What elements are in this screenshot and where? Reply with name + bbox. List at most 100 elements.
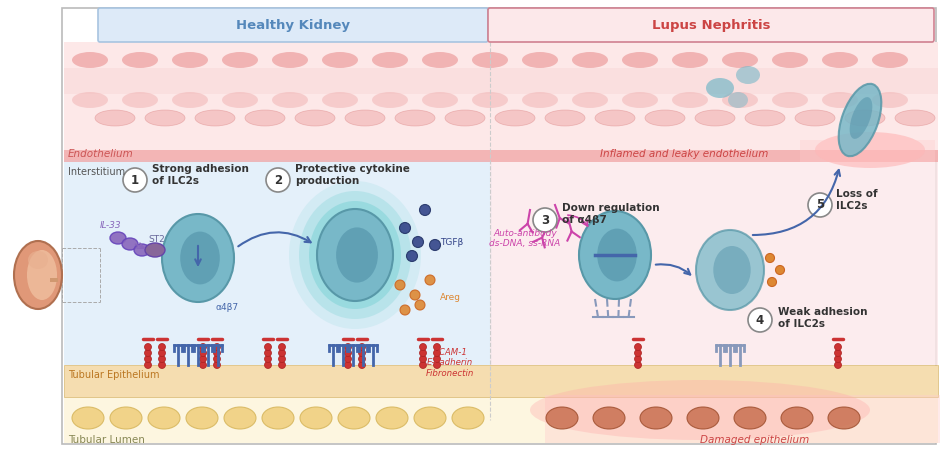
Text: Down regulation
of α4β7: Down regulation of α4β7 xyxy=(562,203,660,225)
FancyBboxPatch shape xyxy=(488,8,934,42)
Circle shape xyxy=(264,350,272,356)
Ellipse shape xyxy=(622,52,658,68)
Circle shape xyxy=(358,356,366,363)
Circle shape xyxy=(395,280,405,290)
Ellipse shape xyxy=(72,52,108,68)
Circle shape xyxy=(400,305,410,315)
Ellipse shape xyxy=(376,407,408,429)
Text: Damaged epithelium: Damaged epithelium xyxy=(700,435,809,445)
Ellipse shape xyxy=(597,229,636,281)
Circle shape xyxy=(533,208,557,232)
Circle shape xyxy=(634,356,641,363)
Ellipse shape xyxy=(672,52,708,68)
Text: Tubular Epithelium: Tubular Epithelium xyxy=(68,370,160,380)
Circle shape xyxy=(413,237,424,248)
Ellipse shape xyxy=(222,52,258,68)
Ellipse shape xyxy=(309,201,401,309)
Ellipse shape xyxy=(372,52,408,68)
Ellipse shape xyxy=(222,92,258,108)
Ellipse shape xyxy=(14,241,62,309)
Circle shape xyxy=(358,361,366,369)
Bar xyxy=(490,160,938,365)
Circle shape xyxy=(835,356,841,363)
Circle shape xyxy=(278,361,286,369)
Circle shape xyxy=(278,350,286,356)
Ellipse shape xyxy=(27,250,57,300)
Ellipse shape xyxy=(781,407,813,429)
Circle shape xyxy=(748,308,772,332)
Ellipse shape xyxy=(530,380,870,440)
Circle shape xyxy=(419,361,427,369)
Circle shape xyxy=(145,343,151,351)
Ellipse shape xyxy=(172,52,208,68)
Ellipse shape xyxy=(172,92,208,108)
Circle shape xyxy=(419,343,427,351)
Ellipse shape xyxy=(722,92,758,108)
Text: Loss of
ILC2s: Loss of ILC2s xyxy=(836,189,878,211)
Ellipse shape xyxy=(745,110,785,126)
Ellipse shape xyxy=(850,97,872,139)
Text: Lupus Nephritis: Lupus Nephritis xyxy=(651,18,770,32)
Circle shape xyxy=(835,343,841,351)
Text: Protective cytokine
production: Protective cytokine production xyxy=(295,164,410,186)
Ellipse shape xyxy=(713,246,751,294)
Ellipse shape xyxy=(322,92,358,108)
Bar xyxy=(545,395,940,443)
Ellipse shape xyxy=(736,66,760,84)
Circle shape xyxy=(213,356,221,363)
Circle shape xyxy=(767,278,776,287)
Ellipse shape xyxy=(337,227,378,283)
Text: α4β7: α4β7 xyxy=(216,303,239,312)
Ellipse shape xyxy=(452,407,484,429)
Circle shape xyxy=(344,343,352,351)
Bar xyxy=(64,160,492,365)
Ellipse shape xyxy=(522,52,558,68)
Circle shape xyxy=(419,350,427,356)
Circle shape xyxy=(159,361,165,369)
Ellipse shape xyxy=(186,407,218,429)
Ellipse shape xyxy=(72,92,108,108)
Ellipse shape xyxy=(122,238,138,250)
Text: 3: 3 xyxy=(540,213,549,226)
Text: Auto-antibody
ds-DNA, ss-RNA: Auto-antibody ds-DNA, ss-RNA xyxy=(490,229,560,248)
Circle shape xyxy=(415,300,425,310)
Bar xyxy=(800,140,935,162)
Circle shape xyxy=(634,343,641,351)
Ellipse shape xyxy=(122,52,158,68)
Circle shape xyxy=(213,350,221,356)
Bar xyxy=(64,150,938,162)
Circle shape xyxy=(199,356,207,363)
Circle shape xyxy=(433,361,441,369)
Ellipse shape xyxy=(372,92,408,108)
Ellipse shape xyxy=(262,407,294,429)
Ellipse shape xyxy=(72,407,104,429)
Ellipse shape xyxy=(579,211,651,299)
Circle shape xyxy=(264,343,272,351)
Text: Tubular Lumen: Tubular Lumen xyxy=(68,435,145,445)
Ellipse shape xyxy=(395,110,435,126)
Circle shape xyxy=(358,350,366,356)
Ellipse shape xyxy=(545,110,585,126)
Bar xyxy=(64,42,938,160)
Ellipse shape xyxy=(772,52,808,68)
Ellipse shape xyxy=(640,407,672,429)
Circle shape xyxy=(159,350,165,356)
Text: 5: 5 xyxy=(816,198,824,211)
Ellipse shape xyxy=(622,92,658,108)
Ellipse shape xyxy=(110,407,142,429)
Circle shape xyxy=(199,343,207,351)
Ellipse shape xyxy=(572,52,608,68)
Circle shape xyxy=(159,343,165,351)
Circle shape xyxy=(433,356,441,363)
Circle shape xyxy=(419,204,431,216)
Circle shape xyxy=(344,361,352,369)
Circle shape xyxy=(776,266,785,274)
Text: Areg: Areg xyxy=(440,293,461,302)
Circle shape xyxy=(266,168,290,192)
Ellipse shape xyxy=(795,110,835,126)
Ellipse shape xyxy=(572,92,608,108)
Ellipse shape xyxy=(734,407,766,429)
Ellipse shape xyxy=(845,110,885,126)
Ellipse shape xyxy=(422,52,458,68)
Ellipse shape xyxy=(145,243,165,257)
